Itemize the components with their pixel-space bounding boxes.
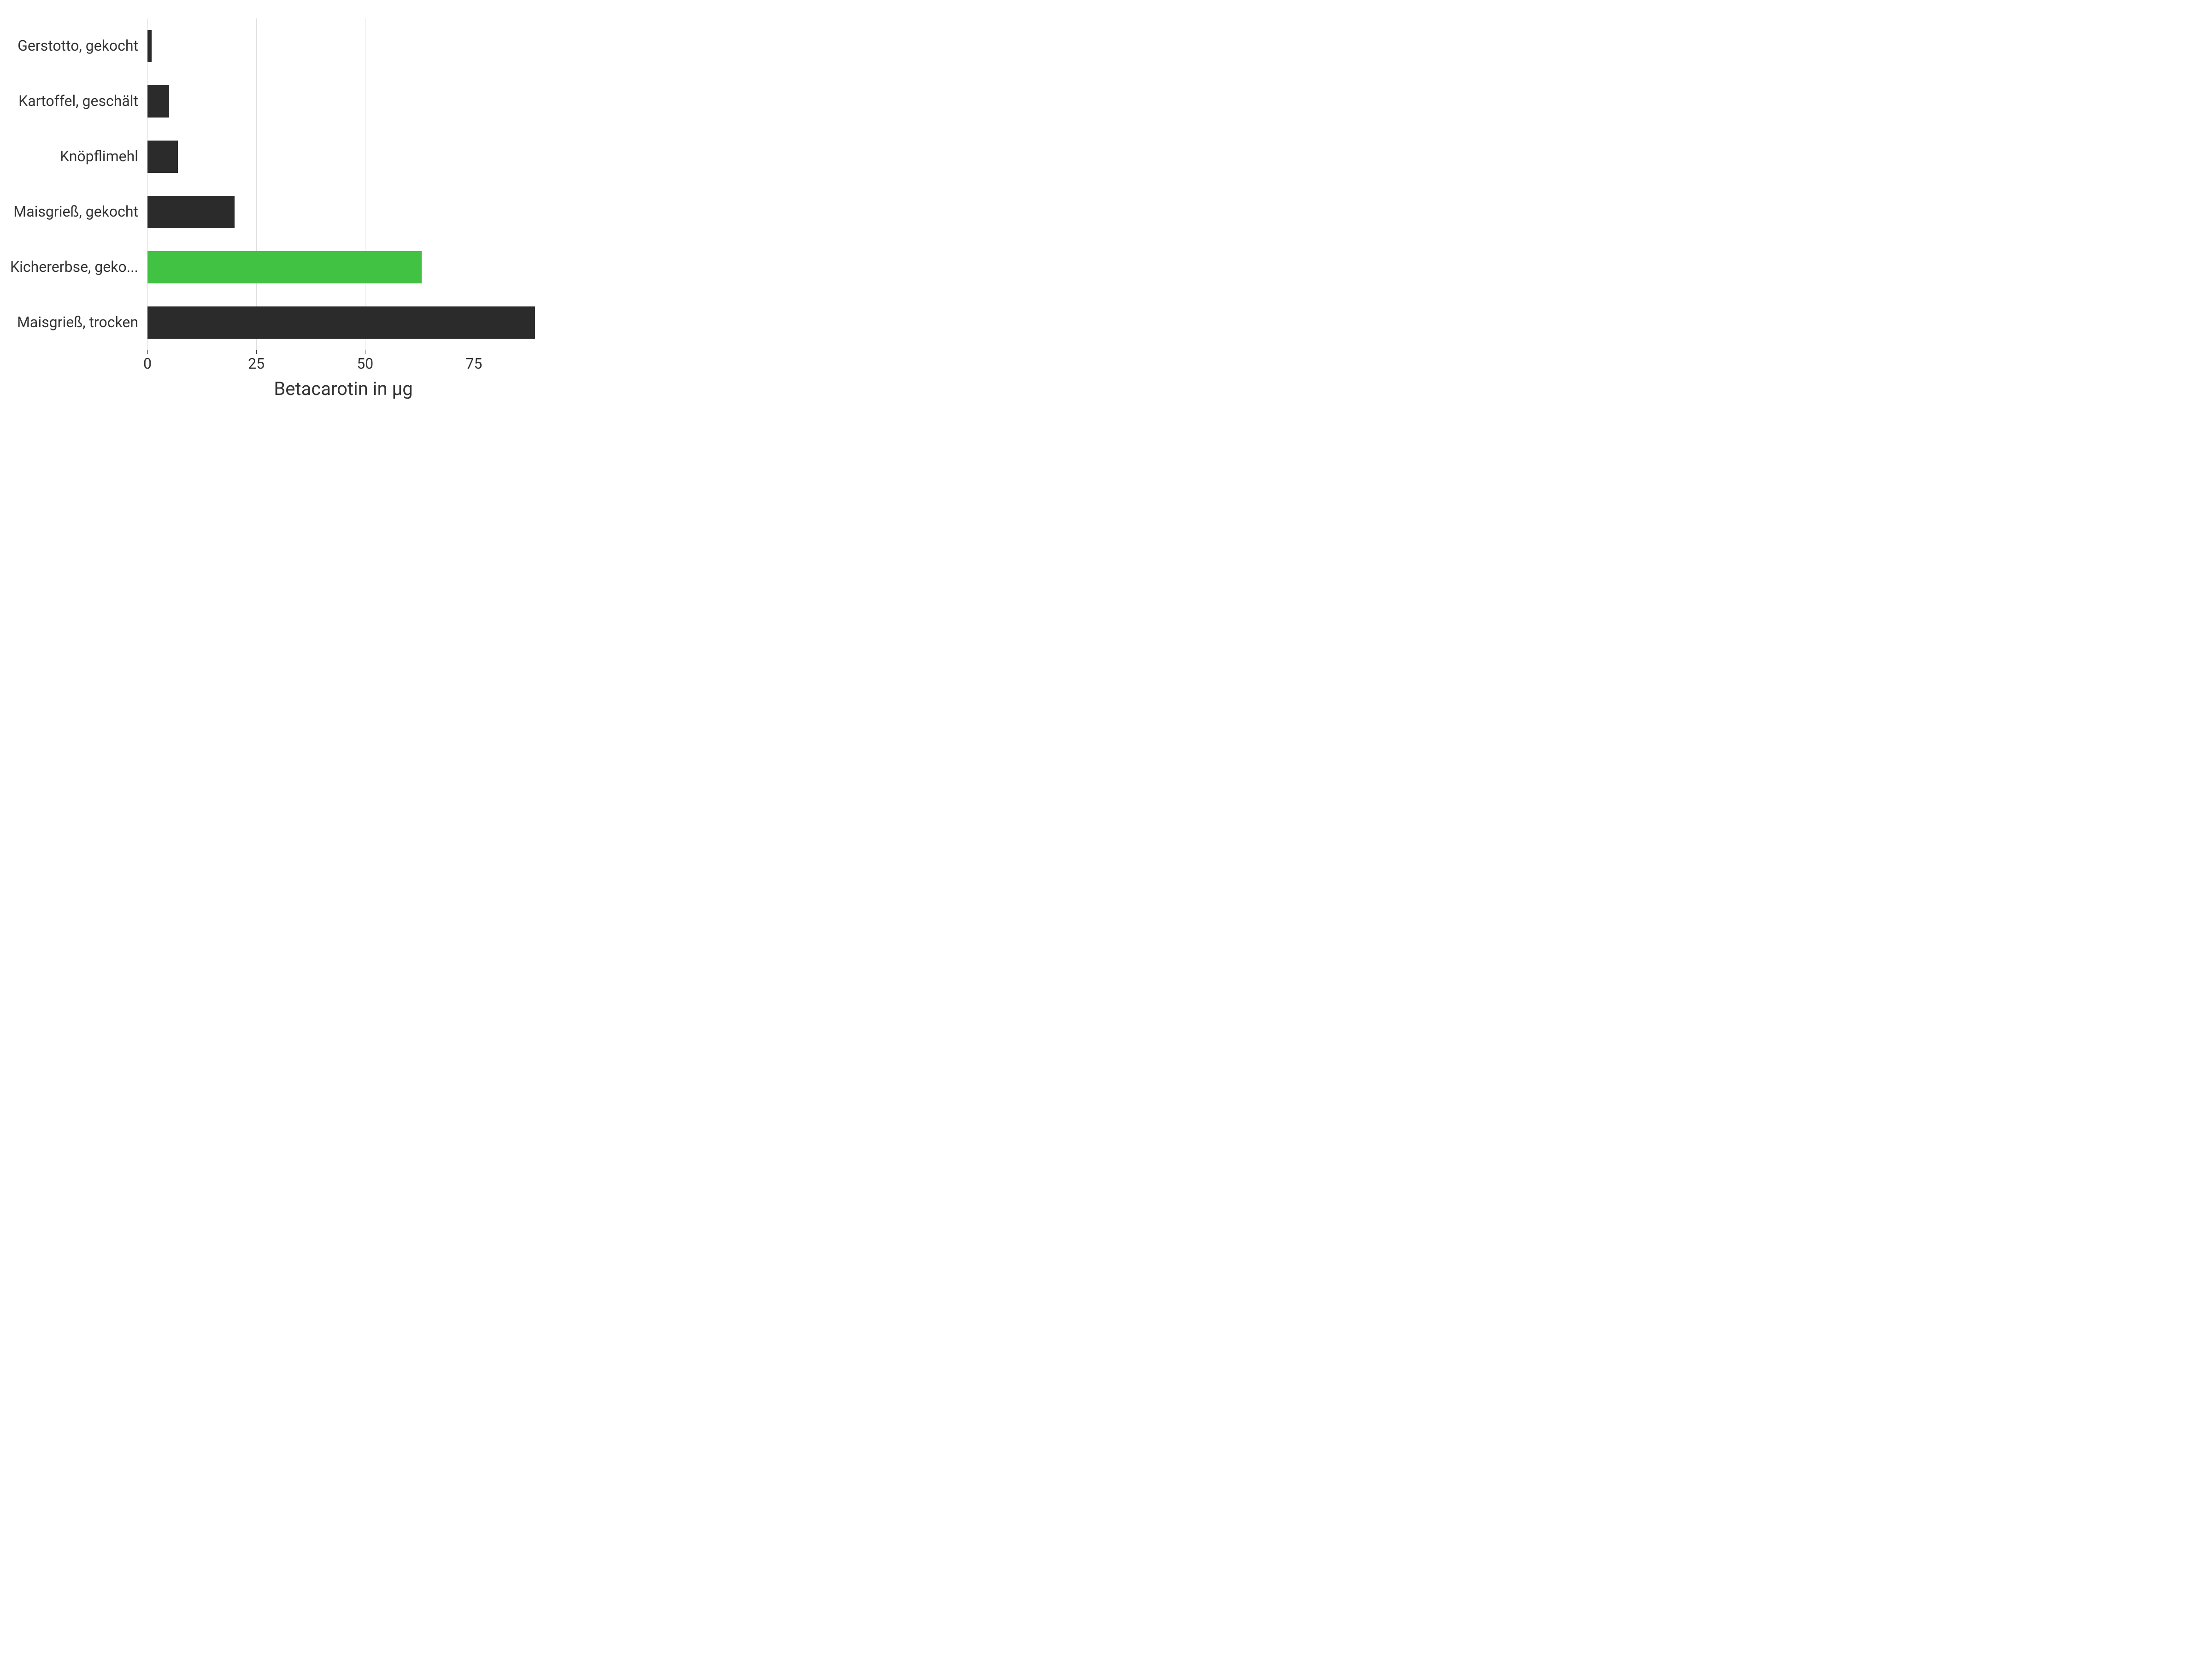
y-axis-label: Gerstotto, gekocht — [9, 37, 138, 54]
y-axis-label: Maisgrieß, trocken — [9, 313, 138, 331]
plot-area — [147, 18, 539, 350]
y-axis-label: Kichererbse, geko... — [9, 258, 138, 276]
gridline — [147, 18, 148, 350]
bar — [147, 196, 235, 228]
bar — [147, 306, 535, 339]
x-tick-label: 75 — [465, 355, 482, 372]
bar — [147, 251, 422, 283]
x-tick-label: 0 — [143, 355, 152, 372]
x-tick — [147, 350, 148, 354]
bar — [147, 30, 152, 62]
y-axis-label: Maisgrieß, gekocht — [9, 203, 138, 220]
x-tick-label: 50 — [357, 355, 373, 372]
chart-container: Betacarotin in µg 0 25 50 75 Gerstotto, geko… — [0, 0, 553, 415]
y-axis-label: Kartoffel, geschält — [9, 92, 138, 110]
bar — [147, 85, 169, 118]
x-tick-label: 25 — [248, 355, 265, 372]
gridline — [256, 18, 257, 350]
y-axis-label: Knöpflimehl — [9, 147, 138, 165]
x-tick — [256, 350, 257, 354]
x-axis-title: Betacarotin in µg — [147, 378, 539, 400]
bar — [147, 141, 178, 173]
